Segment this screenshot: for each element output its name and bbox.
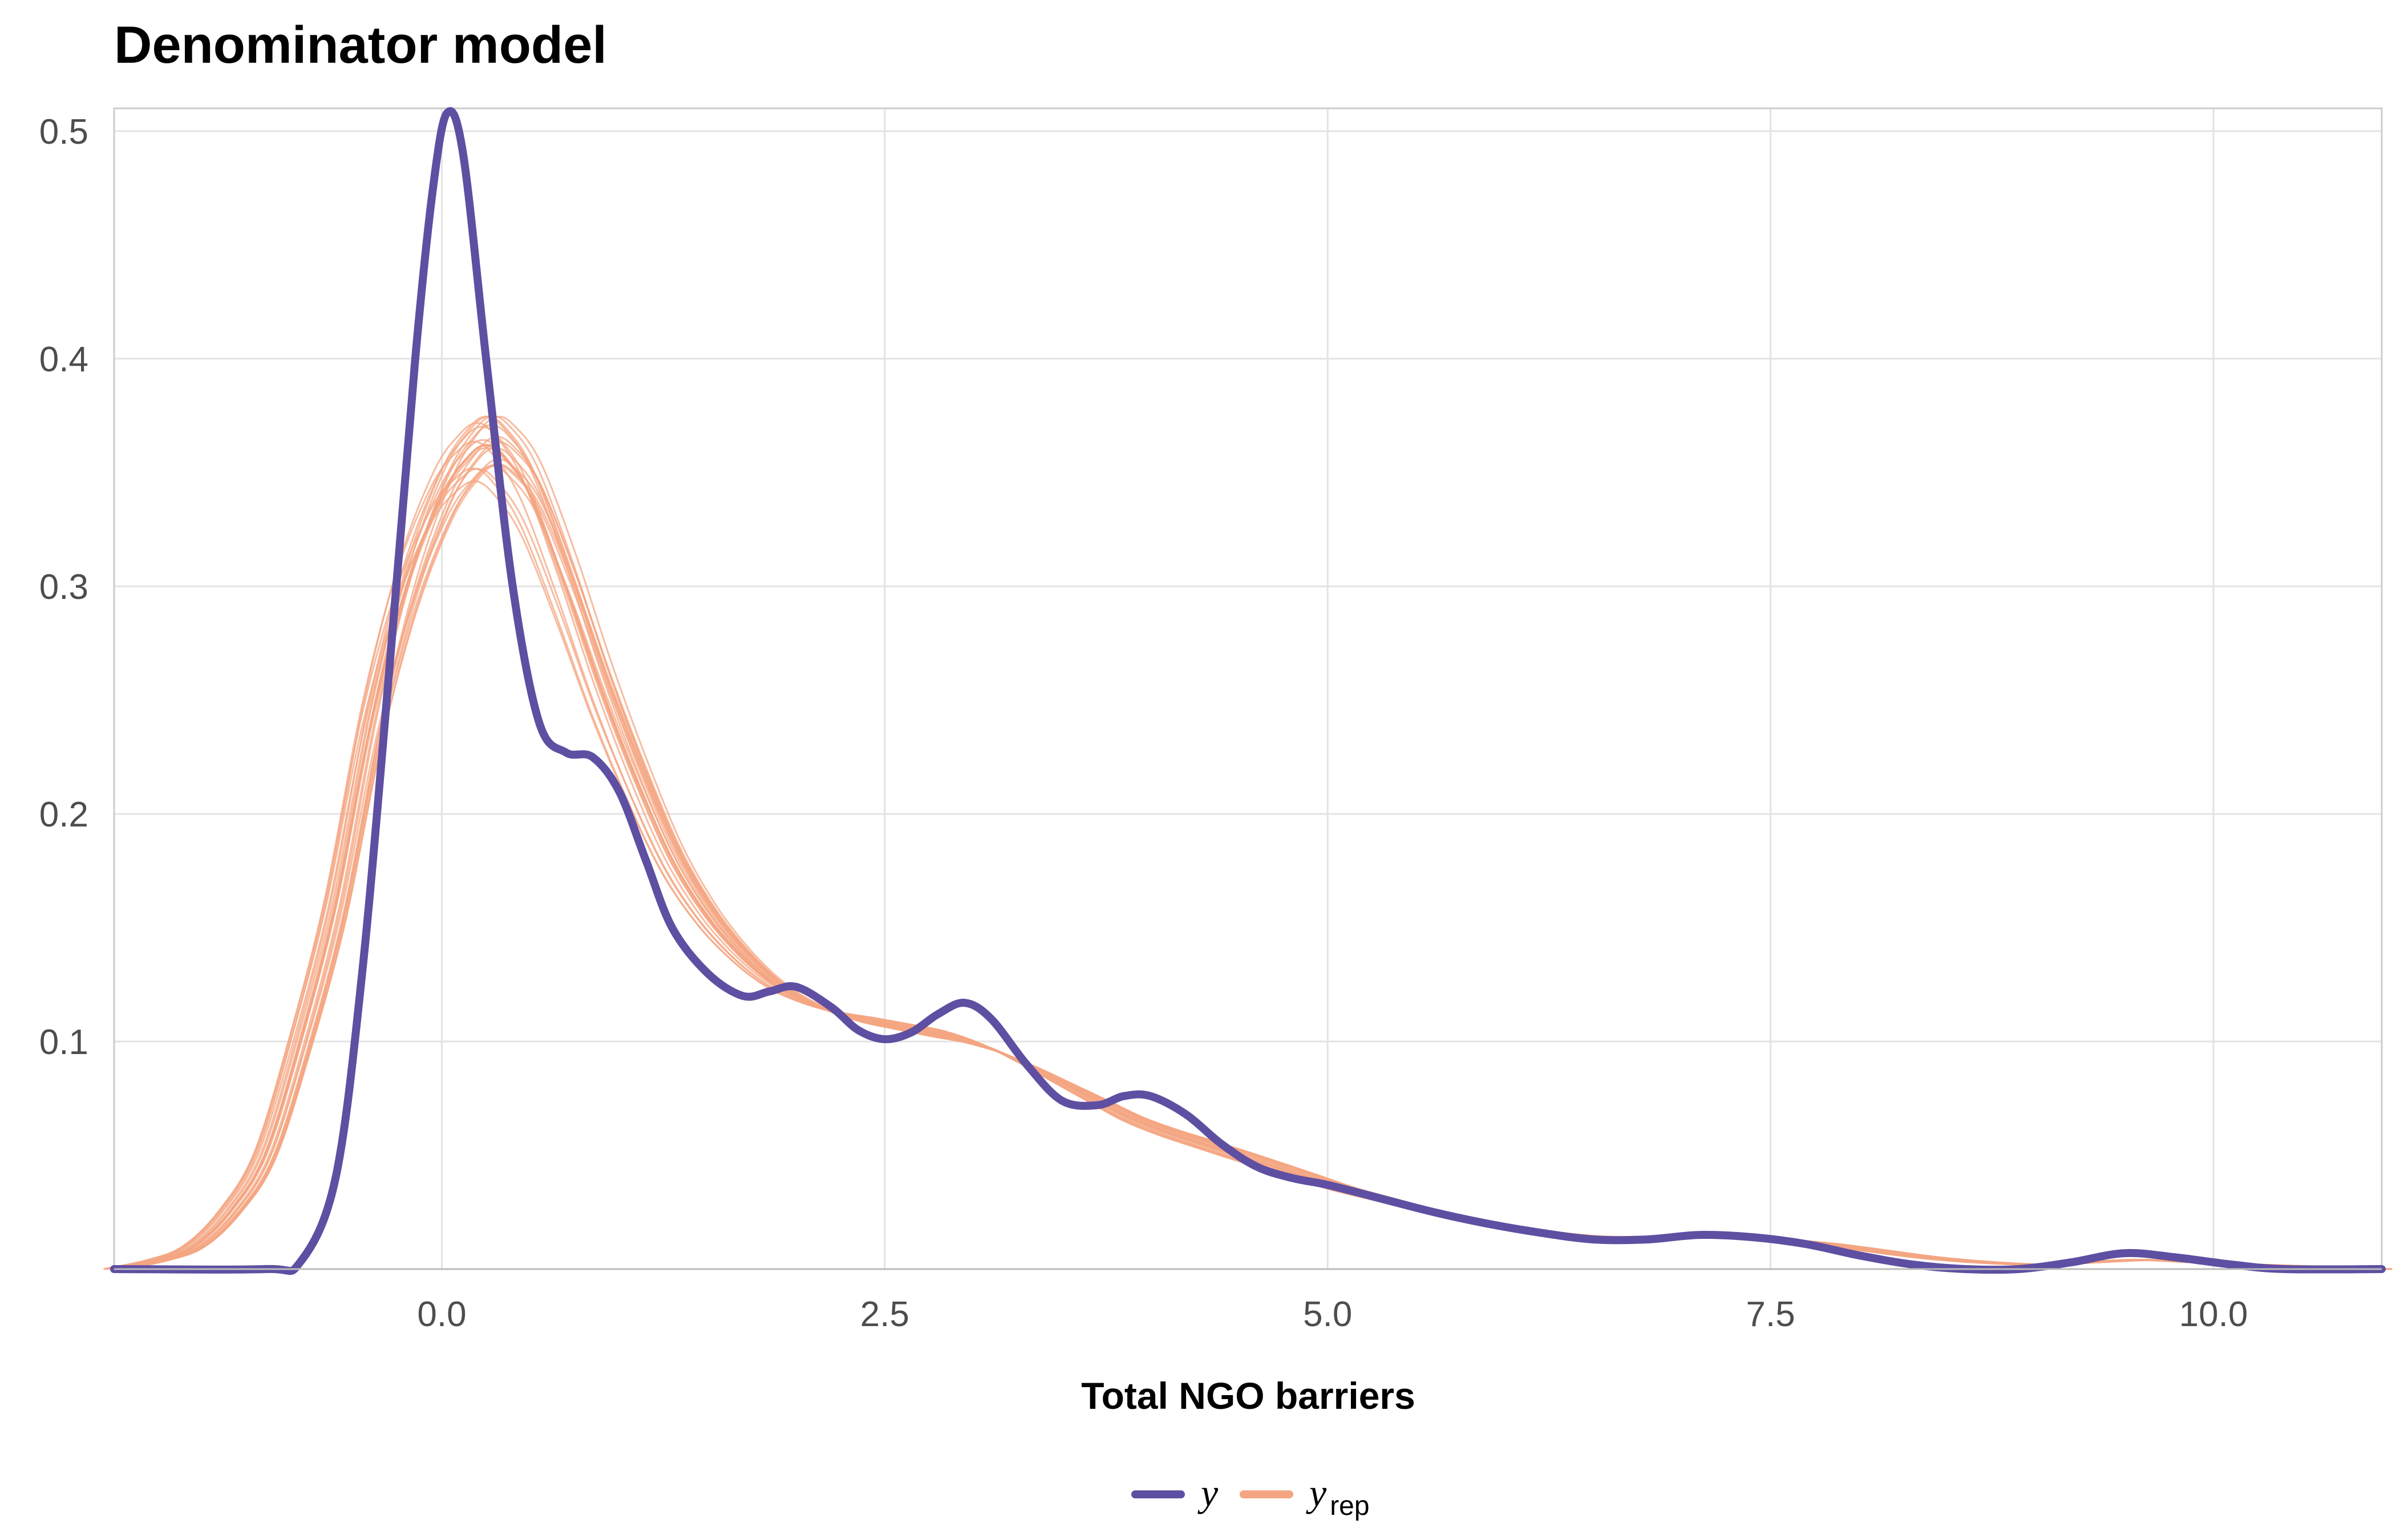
legend: y y rep xyxy=(1131,1471,1370,1521)
grid xyxy=(114,108,2382,1269)
yrep-line xyxy=(114,444,2382,1270)
yrep-draw-line xyxy=(124,441,2393,1270)
y-series xyxy=(110,107,2386,1275)
y-tick-label: 0.3 xyxy=(39,568,88,607)
yrep-draw-line xyxy=(122,463,2390,1270)
yrep-draw-line xyxy=(122,447,2390,1270)
x-axis-label: Total NGO barriers xyxy=(1081,1375,1415,1417)
yrep-draw-line xyxy=(120,415,2388,1270)
yrep-draw-line xyxy=(110,425,2378,1270)
yrep-draw-line xyxy=(115,416,2384,1270)
y-tick-label: 0.4 xyxy=(39,340,88,379)
x-tick-label: 2.5 xyxy=(860,1295,909,1334)
yrep-draw-line xyxy=(124,463,2392,1270)
yrep-draw-line xyxy=(118,424,2386,1270)
x-tick-label: 7.5 xyxy=(1746,1295,1795,1334)
yrep-draw-line xyxy=(106,422,2374,1270)
yrep-draw-line xyxy=(123,436,2391,1270)
legend-subscript: rep xyxy=(1330,1491,1369,1521)
y-tick-label: 0.2 xyxy=(39,795,88,834)
yrep-draw-line xyxy=(114,415,2382,1270)
yrep-series xyxy=(103,415,2393,1270)
yrep-draw-line xyxy=(114,447,2383,1270)
plot-panel-border xyxy=(113,107,2383,1270)
legend-label: y rep xyxy=(1306,1471,1370,1521)
legend-label: y xyxy=(1197,1471,1219,1514)
x-tick-label: 0.0 xyxy=(417,1295,466,1334)
x-tick-label: 5.0 xyxy=(1303,1295,1352,1334)
yrep-draw-line xyxy=(104,440,2372,1270)
x-axis-ticks: 0.0 2.5 5.0 7.5 10.0 xyxy=(417,1295,2248,1334)
y-axis-ticks: 0.1 0.2 0.3 0.4 0.5 xyxy=(39,112,88,1062)
y-tick-label: 0.5 xyxy=(39,112,88,152)
y-tick-label: 0.1 xyxy=(39,1023,88,1062)
yrep-draw-line xyxy=(124,415,2393,1270)
y-line xyxy=(110,107,2386,1275)
yrep-draw-line xyxy=(124,458,2393,1270)
yrep-draw-line xyxy=(111,439,2379,1270)
chart-title: Denominator model xyxy=(114,16,607,74)
x-tick-label: 10.0 xyxy=(2179,1295,2248,1334)
